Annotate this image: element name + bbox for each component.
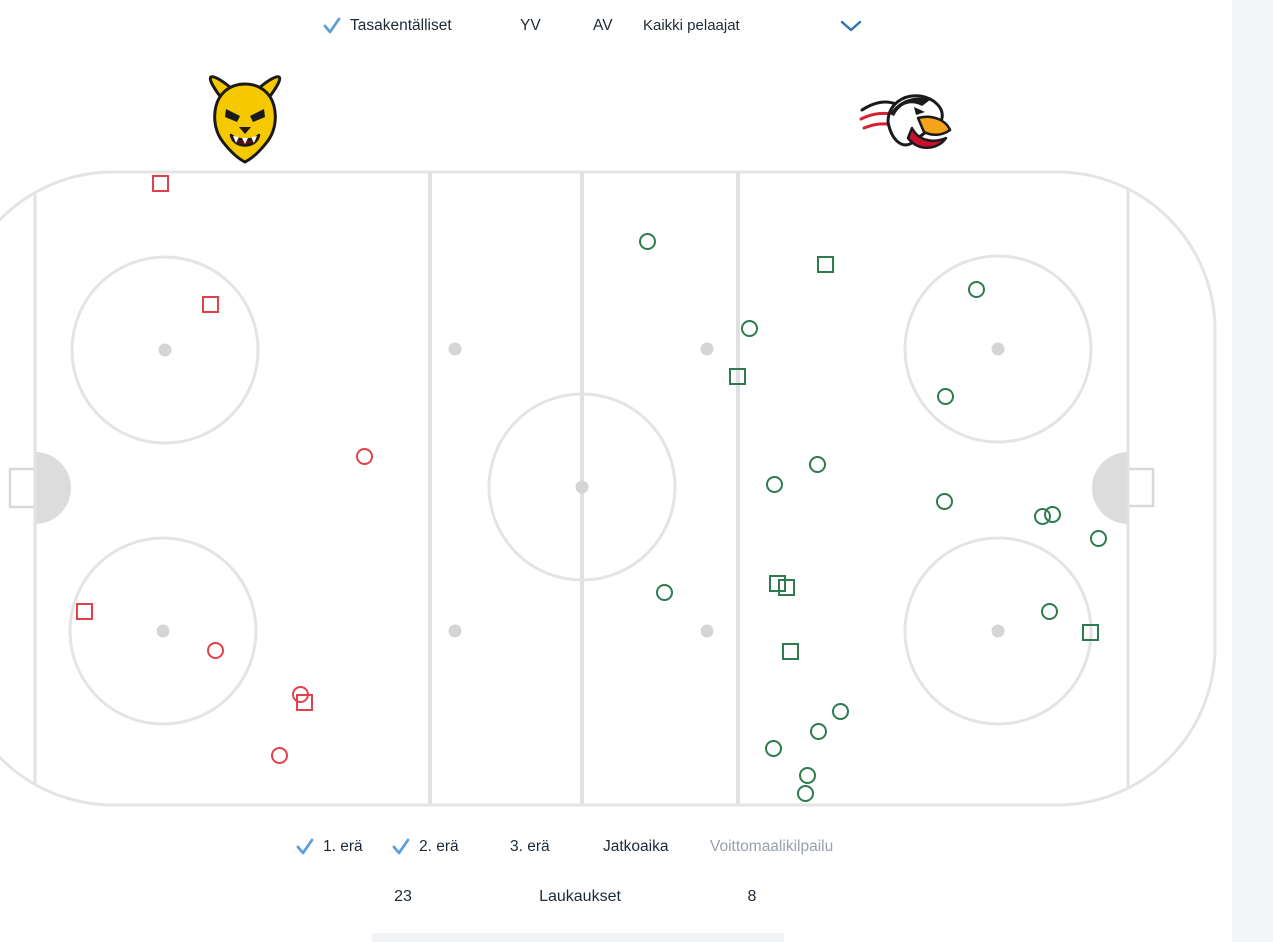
check-icon [323, 17, 341, 34]
rink-boards [0, 170, 1217, 807]
ice-rink [0, 170, 1217, 807]
home-shots-value: 23 [394, 888, 412, 905]
check-icon [392, 838, 410, 855]
player-select-value: Kaikki pelaajat [643, 17, 740, 34]
left-goal-net [8, 467, 37, 509]
period-label: 2. erä [419, 838, 459, 855]
right-goal-net [1126, 467, 1155, 508]
filter-shootout: Voittomaalikilpailu [710, 838, 833, 856]
faceoff-circle [68, 536, 258, 726]
period-label: 1. erä [323, 838, 363, 855]
faceoff-dots [156, 342, 1005, 638]
away-team-logo-sport-eagle-icon [859, 94, 952, 149]
period-label: 3. erä [510, 838, 550, 855]
filter-label: Tasakentälliset [350, 17, 452, 34]
check-icon [296, 838, 314, 855]
chevron-down-icon [840, 20, 862, 31]
filter-even-strength[interactable]: Tasakentälliset [322, 17, 452, 35]
filter-powerplay[interactable]: YV [520, 17, 541, 35]
period-label: Jatkoaika [603, 838, 669, 855]
stat-bar [372, 933, 784, 942]
away-shots-value: 8 [747, 888, 757, 905]
period-label: Voittomaalikilpailu [710, 838, 834, 855]
filter-period-2[interactable]: 2. erä [391, 838, 459, 856]
filter-label: AV [593, 17, 613, 34]
filter-shorthanded[interactable]: AV [593, 17, 613, 35]
shots-label: Laukaukset [539, 888, 621, 905]
filter-period-1[interactable]: 1. erä [295, 838, 363, 856]
right-gutter [1232, 0, 1273, 942]
player-select-dropdown[interactable]: Kaikki pelaajat [643, 17, 862, 34]
home-team-logo-ilves-lynx-icon [208, 75, 282, 164]
filter-overtime[interactable]: Jatkoaika [603, 838, 668, 856]
faceoff-circle [903, 254, 1093, 444]
faceoff-circle [70, 255, 260, 445]
left-goal-crease [35, 452, 71, 524]
faceoff-circle [903, 536, 1093, 726]
filter-label: YV [520, 17, 541, 34]
right-goal-crease [1092, 452, 1128, 524]
center-circle [487, 392, 677, 582]
filter-period-3[interactable]: 3. erä [510, 838, 550, 856]
